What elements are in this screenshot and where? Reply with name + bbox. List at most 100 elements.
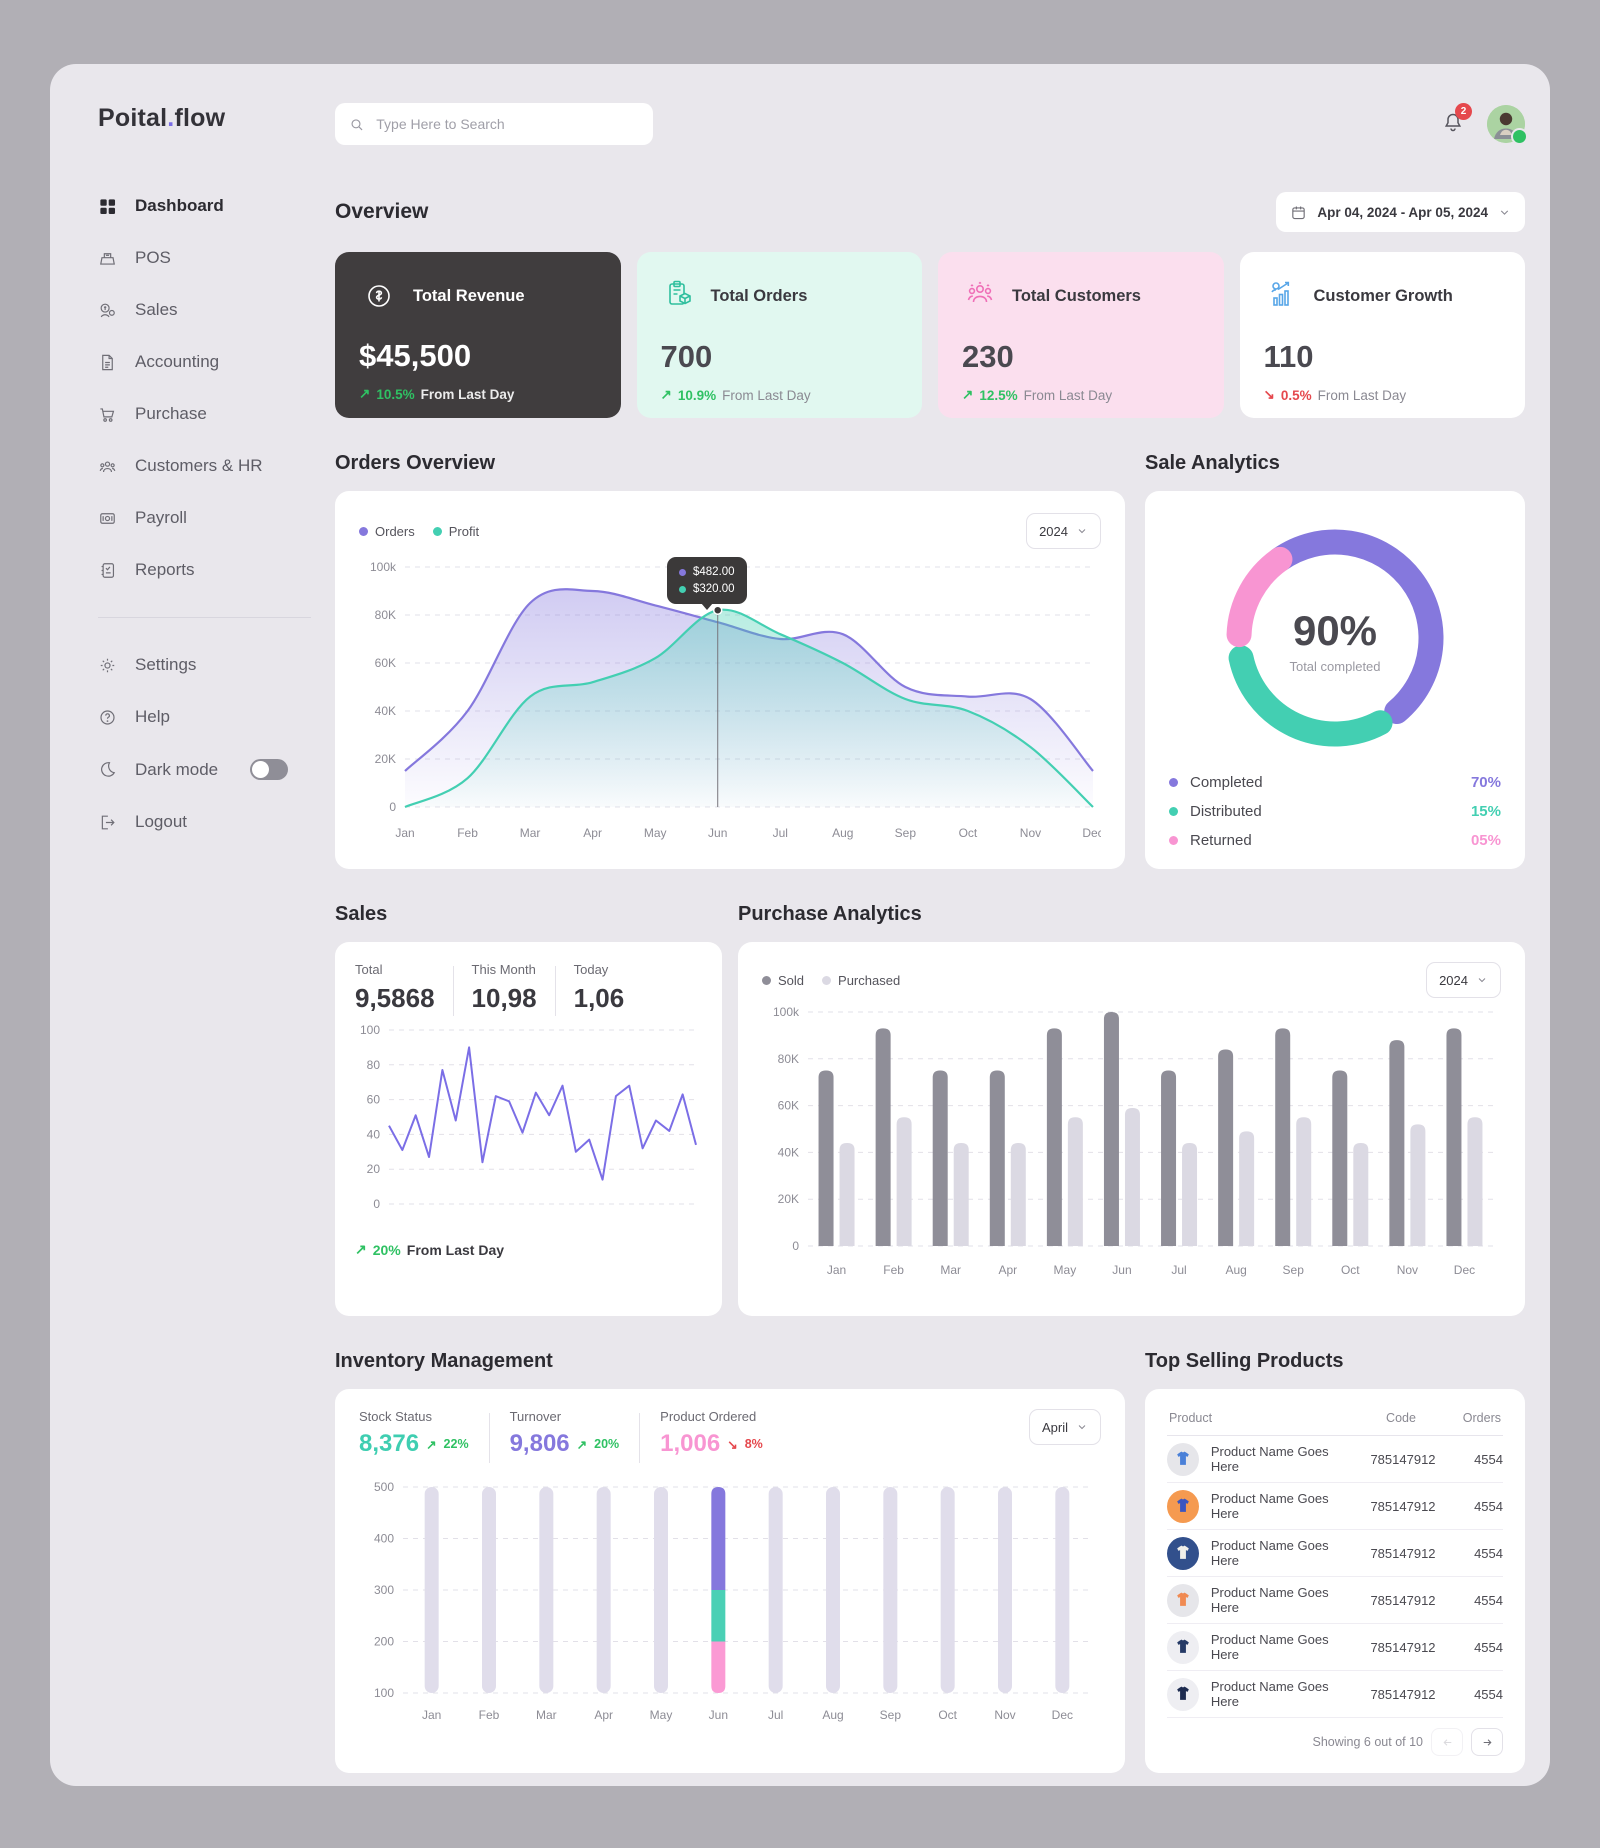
- page-title: Overview: [335, 200, 429, 223]
- product-code: 785147912: [1370, 1639, 1436, 1655]
- gear-icon: [100, 658, 115, 672]
- dark-mode-toggle[interactable]: [250, 759, 289, 780]
- stat-card-total-revenue[interactable]: Total Revenue $45,500 ↗ 10.5% From Last Da…: [335, 252, 621, 418]
- sidebar-item-help[interactable]: Help: [98, 698, 335, 736]
- table-row[interactable]: Product Name Goes Here 785147912 4554: [1167, 1577, 1503, 1624]
- product-image: [1167, 1442, 1199, 1476]
- svg-text:Aug: Aug: [832, 826, 853, 840]
- purchase-chart-legend: Sold Purchased: [762, 973, 900, 988]
- search-bar[interactable]: [335, 103, 653, 145]
- logo-text: Poital: [98, 104, 168, 132]
- top-products-panel: Product Code Orders Product Name Goes He…: [1145, 1389, 1525, 1773]
- product-code: 785147912: [1370, 1686, 1436, 1702]
- table-row[interactable]: Product Name Goes Here 785147912 4554: [1167, 1483, 1503, 1530]
- orders-year-select[interactable]: 2024: [1026, 513, 1101, 549]
- sidebar-item-settings[interactable]: Settings: [98, 646, 335, 684]
- sold-legend-dot: [762, 975, 771, 985]
- svg-text:300: 300: [374, 1583, 394, 1597]
- table-row[interactable]: Product Name Goes Here 785147912 4554: [1167, 1624, 1503, 1671]
- sidebar-item-pos[interactable]: POS: [98, 239, 335, 277]
- legend-value: 05%: [1470, 832, 1501, 849]
- svg-text:May: May: [644, 826, 667, 840]
- inventory-bar-chart: 500 400 300 200 100 Jan Feb Mar Apr May Jun Jul Aug S…: [374, 1480, 1091, 1722]
- trend-up-icon: ↗: [426, 1437, 437, 1452]
- legend-value: 70%: [1470, 774, 1501, 791]
- product-orders: 4554: [1474, 1639, 1503, 1655]
- product-orders: 4554: [1474, 1545, 1503, 1561]
- product-image: [1167, 1677, 1199, 1711]
- legend-label: Returned: [1190, 832, 1252, 849]
- table-row[interactable]: Product Name Goes Here 785147912 4554: [1167, 1671, 1503, 1718]
- table-row[interactable]: Product Name Goes Here 785147912 4554: [1167, 1530, 1503, 1577]
- online-status-dot: [1511, 128, 1528, 145]
- product-name: Product Name Goes Here: [1210, 1538, 1329, 1568]
- date-range-picker[interactable]: Apr 04, 2024 - Apr 05, 2024: [1276, 192, 1525, 232]
- product-orders: 4554: [1474, 1498, 1503, 1514]
- trend-value: 12.5%: [979, 387, 1018, 403]
- main-content: 2 Overview Apr 04, 2024 - Apr 05, 2024 T…: [335, 64, 1550, 1786]
- trend-up-icon: ↗: [359, 386, 371, 401]
- svg-text:20: 20: [367, 1162, 381, 1176]
- sidebar-item-label: Customers & HR: [135, 456, 263, 475]
- donut-legend: Completed 70% Distributed 15% Returned 05%: [1169, 774, 1501, 849]
- sidebar-item-reports[interactable]: Reports: [98, 551, 335, 589]
- moon-icon: [101, 762, 116, 777]
- svg-text:500: 500: [374, 1480, 394, 1494]
- orders-icon: [661, 276, 697, 317]
- stat-card-customer-growth[interactable]: Customer Growth 110 ↘ 0.5% From Last Day: [1239, 252, 1525, 418]
- sidebar-item-dashboard[interactable]: Dashboard: [98, 187, 335, 225]
- trend-up-icon: ↗: [962, 387, 974, 402]
- sidebar-item-purchase[interactable]: Purchase: [98, 395, 335, 433]
- sales-trend-value: 20%: [372, 1241, 401, 1258]
- stat-label: Total: [355, 962, 383, 977]
- sidebar-item-accounting[interactable]: Accounting: [98, 343, 335, 381]
- trend-up-icon: ↗: [355, 1241, 367, 1257]
- trend-value: 22%: [443, 1437, 469, 1451]
- pagination-prev-button[interactable]: [1431, 1728, 1463, 1756]
- column-product: Product: [1169, 1411, 1213, 1425]
- app-logo: Poital.flow: [98, 104, 335, 133]
- notification-bell[interactable]: 2: [1441, 102, 1472, 139]
- svg-text:0: 0: [792, 1239, 799, 1253]
- tshirt-icon: [1177, 1451, 1189, 1465]
- stat-card-total-orders[interactable]: Total Orders 700 ↗ 10.9% From Last Day: [636, 252, 922, 418]
- purchase-year-select[interactable]: 2024: [1426, 962, 1501, 998]
- sidebar-item-logout[interactable]: Logout: [98, 803, 335, 841]
- svg-text:60K: 60K: [778, 1099, 799, 1113]
- orders-area-chart: $482.00 $320.00 100k 80K 60K 40K 20K 0 Jan Feb M…: [359, 551, 1104, 856]
- table-row[interactable]: Product Name Goes Here 785147912 4554: [1167, 1436, 1503, 1483]
- user-avatar[interactable]: [1487, 105, 1528, 145]
- sidebar-item-label: POS: [135, 248, 171, 267]
- svg-text:Jun: Jun: [709, 1708, 728, 1722]
- sidebar-item-sales[interactable]: Sales: [98, 291, 335, 329]
- stat-value: 1,06: [573, 983, 625, 1013]
- stat-card-total-customers[interactable]: Total Customers 230 ↗ 12.5% From Last Day: [938, 252, 1224, 418]
- tshirt-icon: [1177, 1545, 1189, 1559]
- product-orders: 4554: [1474, 1592, 1503, 1608]
- chevron-down-icon: [1500, 209, 1509, 215]
- pagination-status: Showing 6 out of 10: [1312, 1735, 1424, 1749]
- product-code: 785147912: [1370, 1592, 1436, 1608]
- pagination-next-button[interactable]: [1471, 1728, 1503, 1756]
- svg-text:Aug: Aug: [1225, 1263, 1246, 1277]
- sidebar-item-payroll[interactable]: Payroll: [98, 499, 335, 537]
- svg-text:80K: 80K: [778, 1052, 799, 1066]
- svg-text:Dec: Dec: [1454, 1263, 1475, 1277]
- svg-text:Feb: Feb: [479, 1708, 500, 1722]
- tshirt-icon: [1177, 1639, 1189, 1653]
- stat-card-value: 230: [962, 339, 1014, 374]
- svg-text:Jul: Jul: [768, 1708, 783, 1722]
- inventory-month-select[interactable]: April: [1028, 1409, 1101, 1445]
- sidebar-item-customers-hr[interactable]: Customers & HR: [98, 447, 335, 485]
- sidebar-item-label: Logout: [135, 812, 187, 831]
- sidebar: Poital.flow Dashboard POS Sales Accounti…: [50, 64, 335, 1786]
- dashboard-icon: [100, 198, 116, 214]
- stat-card-value: 700: [660, 339, 713, 374]
- stat-value: 1,006: [660, 1430, 721, 1457]
- svg-text:Sep: Sep: [1283, 1263, 1305, 1277]
- stat-value: 8,376: [359, 1430, 420, 1457]
- search-icon: [351, 118, 363, 130]
- search-input[interactable]: [374, 115, 639, 133]
- sales-icon: [100, 303, 115, 317]
- orders-chart-svg: 100k 80K 60K 40K 20K 0 Jan Feb Mar Apr May Jun Jul Au…: [370, 560, 1104, 840]
